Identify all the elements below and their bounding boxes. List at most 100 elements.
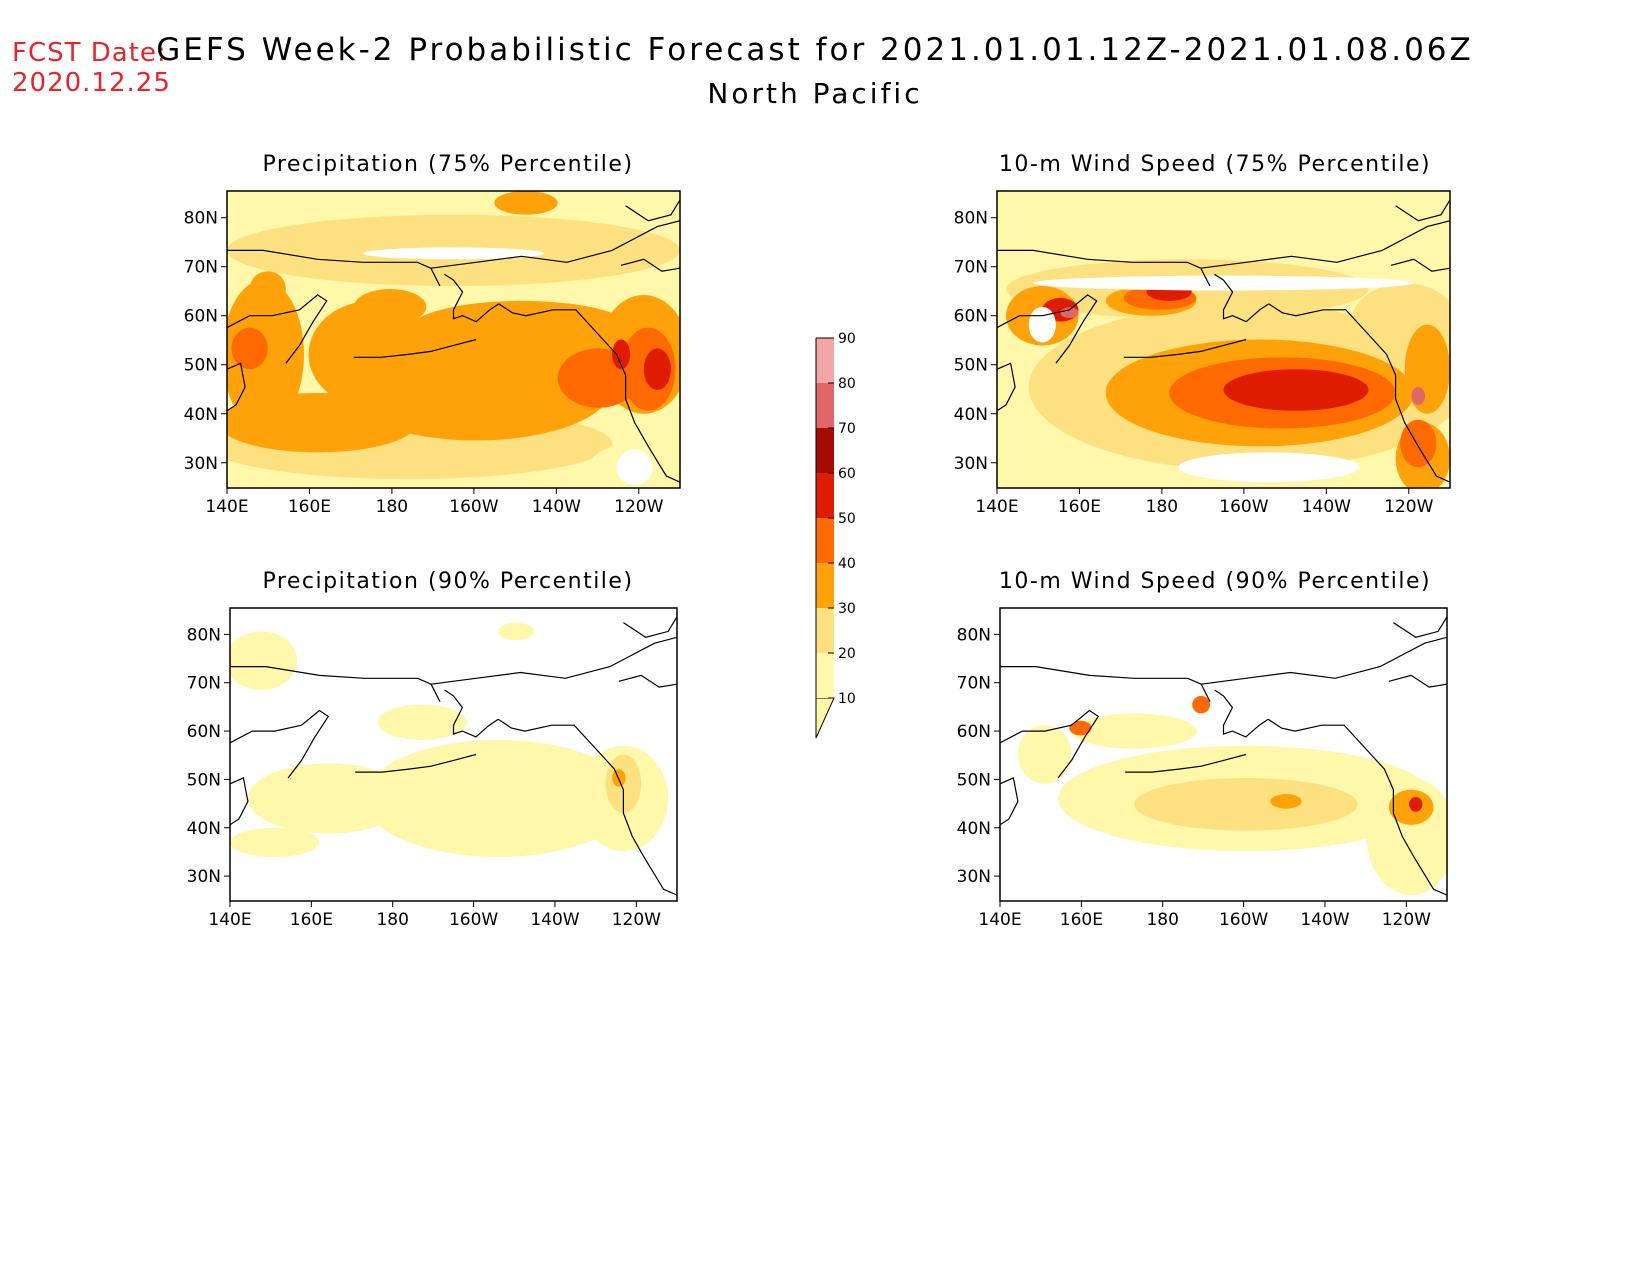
contour-region-low [1028,306,1056,343]
coastline [444,273,500,323]
coastline [497,718,677,896]
contour-region [1069,720,1092,736]
map-panel-wind90: 140E 160E 180 160W 140W 120W 80N 70N 60N 50N 40N 30… [957,607,1448,930]
contour-field [230,608,677,901]
lon-tick-label: 180 [376,497,408,517]
colorbar: 10 20 30 40 50 60 70 80 90 [815,331,856,739]
coastline [1267,718,1447,896]
contour-region-low [1033,275,1414,291]
colorbar-segment [816,608,834,653]
coastline [1000,709,1100,779]
lat-tick-label: 70N [184,258,218,278]
lat-tick-label: 60N [184,307,218,327]
lat-tick-label: 60N [957,722,991,742]
lon-tick-label: 140E [978,910,1021,930]
map-frame [229,607,678,902]
lat-tick-label: 50N [187,770,221,790]
contour-region [249,271,286,307]
colorbar-label: 50 [838,511,856,527]
lon-tick-label: 140W [1300,910,1349,930]
contour-region [1411,387,1426,405]
lon-tick-label: 120W [1382,910,1431,930]
coastline [1125,753,1246,773]
contour-region [643,348,671,390]
coastline [1390,258,1450,272]
coastline [1393,616,1447,638]
contour-region [1017,725,1072,784]
colorbar-label: 90 [838,331,856,347]
lat-tick-label: 50N [957,770,991,790]
contour-region [494,191,558,215]
lat-tick-label: 80N [957,625,991,645]
contour-region [408,300,635,361]
coastline [353,338,477,358]
coastline [625,199,680,222]
map-panel-wind75: 140E 160E 180 160W 140W 120W 80N 70N 60N 50N 40N 30… [954,190,1451,517]
lat-tick-label: 40N [957,819,991,839]
coastline [498,303,680,483]
contour-region [1404,324,1450,414]
coastline [1214,273,1270,323]
lon-tick-label: 120W [612,910,661,930]
contour-region-low [1178,452,1360,483]
lon-tick-label: 160W [1219,910,1268,930]
coastline [355,753,477,773]
lat-tick-label: 60N [954,307,988,327]
lon-tick-label: 160W [449,910,498,930]
contour-region [1192,695,1211,714]
coastline [620,258,680,272]
coastline [1395,199,1450,222]
colorbar-label: 10 [838,691,856,707]
coastline [431,636,677,685]
lon-tick-label: 180 [1146,497,1178,517]
colorbar-label: 60 [838,466,856,482]
lon-tick-label: 140W [532,497,581,517]
panel-title-wind-90: 10-m Wind Speed (90% Percentile) [998,569,1432,594]
coastline [430,220,680,269]
contour-region [230,827,320,858]
coastline [1388,674,1447,688]
panel-title-wind-75: 10-m Wind Speed (75% Percentile) [998,152,1432,177]
coastline [618,674,677,688]
colorbar-segment [816,518,834,563]
colorbar-segment [816,428,834,473]
lat-tick-label: 50N [184,356,218,376]
lon-tick-label: 160E [288,497,331,517]
lat-tick-label: 80N [954,209,988,229]
coastline [623,616,677,638]
forecast-date-label: FCST Date: [12,38,167,68]
colorbar-label: 20 [838,646,856,662]
coastline [230,709,330,779]
contour-region [247,763,409,834]
coastline [1200,220,1450,269]
forecast-date-value: 2020.12.25 [12,68,171,98]
page-subtitle: North Pacific [707,77,923,110]
lon-tick-label: 160E [290,910,333,930]
contour-region [612,339,631,370]
lat-tick-label: 80N [187,625,221,645]
lon-tick-label: 140E [975,497,1018,517]
colorbar-segment [816,473,834,518]
lat-tick-label: 30N [187,867,221,887]
lat-tick-label: 50N [954,356,988,376]
colorbar-label: 40 [838,556,856,572]
lat-tick-label: 40N [187,819,221,839]
colorbar-segment [816,383,834,428]
contour-region [1409,796,1423,812]
lon-tick-label: 160E [1058,497,1101,517]
colorbar-label: 30 [838,601,856,617]
contour-region [1223,369,1369,411]
coastline [1000,777,1019,826]
page-title: GEFS Week-2 Probabilistic Forecast for 2… [156,32,1474,68]
lat-tick-label: 80N [184,209,218,229]
map-frame [996,190,1451,489]
lat-tick-label: 30N [954,454,988,474]
lon-tick-label: 140W [1302,497,1351,517]
contour-field [997,191,1450,488]
coastline [227,294,328,364]
contour-field [227,191,680,488]
coastline [1201,636,1447,685]
colorbar-label: 70 [838,421,856,437]
panel-title-precip-90: Precipitation (90% Percentile) [262,569,634,594]
contour-region [353,289,427,325]
